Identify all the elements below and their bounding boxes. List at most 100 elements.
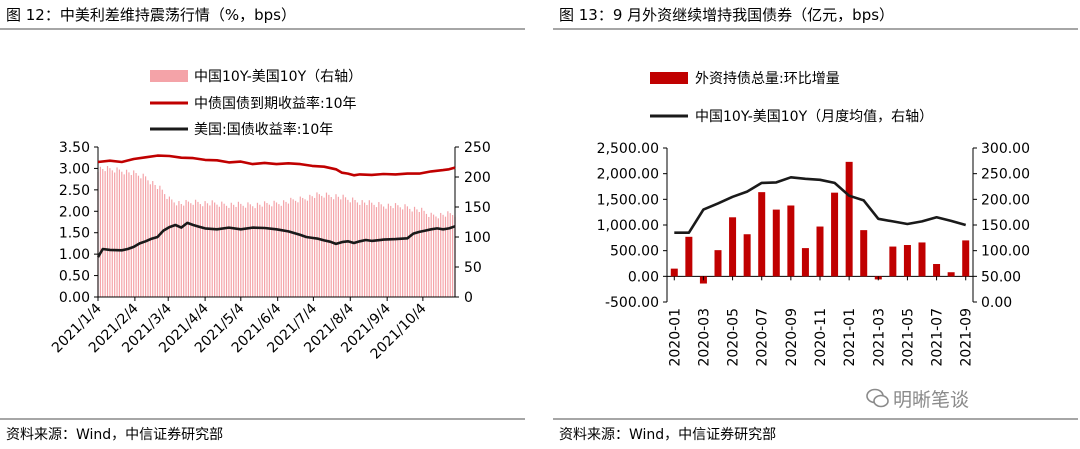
spread-bar <box>363 202 366 297</box>
spread-bar <box>392 208 394 297</box>
spread-bar <box>230 202 232 297</box>
spread-bar <box>290 197 292 297</box>
spread-bar <box>228 207 230 297</box>
spread-bar <box>371 202 373 297</box>
spread-bar <box>264 201 266 297</box>
x-tick-label: 2020-03 <box>696 308 712 367</box>
spread-bar <box>344 197 347 297</box>
spread-bar <box>116 167 118 297</box>
spread-bar <box>197 201 199 297</box>
spread-bar <box>266 202 268 297</box>
spread-bar <box>409 208 411 297</box>
spread-bar <box>242 205 244 297</box>
y-left-tick-label: 1.00 <box>59 247 90 263</box>
y-left-tick-label: 2.00 <box>59 204 90 220</box>
inflow-bar <box>903 245 911 277</box>
spread-bar <box>256 202 259 297</box>
spread-bar <box>449 213 451 297</box>
spread-bar <box>194 199 197 297</box>
spread-bar <box>140 178 142 297</box>
spread-bar <box>390 205 392 297</box>
spread-bar <box>223 203 225 297</box>
spread-bar <box>233 204 235 297</box>
spread-bar <box>394 203 397 297</box>
spread-bar <box>413 206 416 297</box>
inflow-bar <box>947 272 955 277</box>
y-left-tick-label: 3.50 <box>59 140 90 156</box>
china-10y-yield-line <box>97 154 456 177</box>
spread-bar <box>452 214 454 297</box>
spread-bar <box>164 194 166 297</box>
spread-bar <box>294 200 297 297</box>
spread-bar <box>187 201 190 297</box>
wechat-icon <box>866 388 889 408</box>
spread-bar <box>442 214 444 297</box>
y-right-tick-label: 300.00 <box>981 141 1030 157</box>
legend-label-bar: 外资持债总量:环比增量 <box>695 71 840 87</box>
x-tick-label: 2020-07 <box>755 308 771 367</box>
spread-bar <box>337 196 339 297</box>
spread-bar <box>183 205 185 297</box>
spread-bar <box>104 171 106 297</box>
spread-bar <box>130 175 132 297</box>
spread-bar <box>361 200 363 297</box>
y-left-tick-label: 0.00 <box>59 290 90 306</box>
x-tick-label: 2020-05 <box>726 308 742 367</box>
legend-label-2: 美国:国债收益率:10年 <box>194 121 333 138</box>
inflow-bar <box>670 268 678 277</box>
spread-bar <box>411 211 413 297</box>
spread-bar <box>311 196 313 297</box>
spread-bar <box>175 205 178 297</box>
spread-bar <box>440 212 442 297</box>
inflow-bar <box>933 264 941 277</box>
spread-bar <box>244 207 247 297</box>
inflow-bar <box>889 246 897 277</box>
spread-bar <box>102 168 104 297</box>
legend-label-line: 中国10Y-美国10Y（月度均值，右轴） <box>695 109 933 125</box>
spread-bar <box>378 202 380 297</box>
inflow-bar <box>845 161 853 277</box>
spread-bar <box>423 210 425 297</box>
spread-bar <box>430 212 432 297</box>
spread-bar <box>273 200 275 297</box>
spread-bar <box>142 173 144 297</box>
x-tick-label: 2021-01 <box>842 308 858 367</box>
spread-bar <box>259 204 261 297</box>
legend-swatch-spread <box>150 70 188 82</box>
spread-bar <box>154 185 156 297</box>
y-right-tick-label: 200.00 <box>981 192 1030 208</box>
legend-label-0: 中国10Y-美国10Y（右轴） <box>194 69 362 85</box>
spread-bar <box>271 206 273 297</box>
spread-bar <box>340 199 342 297</box>
inflow-bar <box>685 236 693 277</box>
spread-bar <box>404 204 406 297</box>
spread-bar <box>375 207 378 297</box>
spread-bar <box>321 195 323 297</box>
legend-swatch-bar <box>650 72 688 84</box>
spread-bar <box>285 201 287 297</box>
spread-bar <box>211 200 213 297</box>
y-right-tick-label: 0 <box>464 290 473 306</box>
spread-bar <box>209 205 211 297</box>
y-right-tick-label: 100 <box>464 230 491 246</box>
spread-bar <box>123 174 125 297</box>
spread-bar <box>180 204 182 297</box>
spread-bar <box>106 166 109 297</box>
y-right-tick-label: 250 <box>464 140 491 156</box>
spread-bar <box>240 203 242 297</box>
spread-bar <box>218 206 220 297</box>
spread-bar <box>385 208 387 297</box>
spread-bar <box>368 200 370 297</box>
spread-bar <box>268 204 270 297</box>
spread-bar <box>235 206 237 297</box>
spread-bar <box>206 203 209 297</box>
inflow-bar <box>758 192 766 277</box>
spread-bar <box>366 205 368 297</box>
spread-bar <box>192 204 194 297</box>
spread-bar <box>159 185 161 297</box>
spread-bar <box>221 201 223 297</box>
spread-bar <box>185 199 187 297</box>
spread-bar <box>330 197 332 297</box>
spread-bar <box>333 199 335 297</box>
figure-12-top-rule <box>0 28 525 30</box>
